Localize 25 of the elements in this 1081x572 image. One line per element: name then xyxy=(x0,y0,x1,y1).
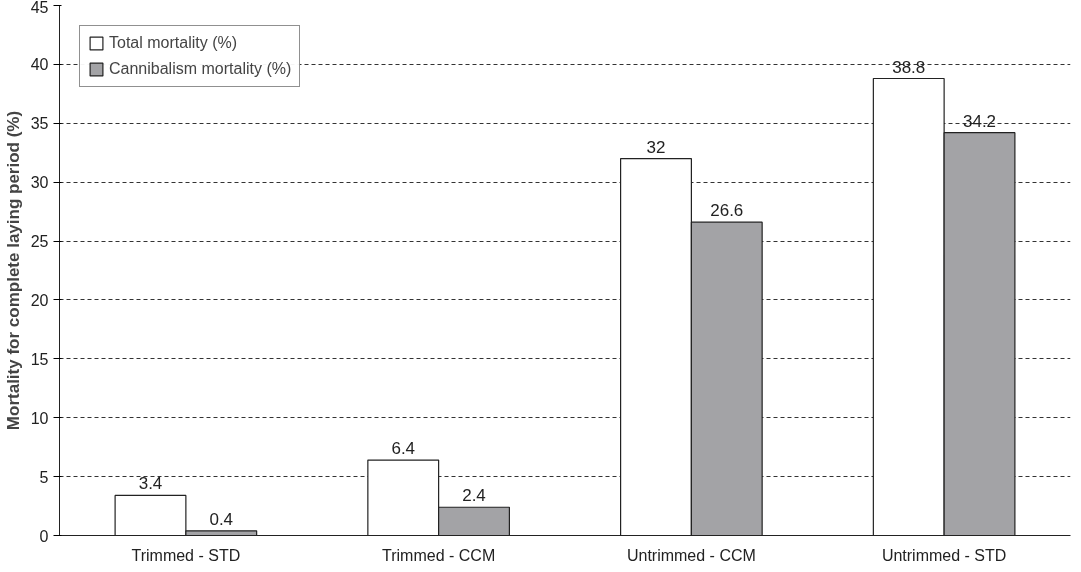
data-label: 32 xyxy=(646,137,666,157)
data-label: 0.4 xyxy=(209,509,234,529)
y-tick-label: 0 xyxy=(39,527,49,545)
y-tick-label: 20 xyxy=(30,291,49,309)
data-label: 3.4 xyxy=(138,474,163,494)
data-label: 26.6 xyxy=(710,201,744,221)
data-label: 6.4 xyxy=(391,439,416,459)
y-tick-label: 45 xyxy=(30,0,49,16)
y-tick-label: 5 xyxy=(39,468,49,486)
y-tick-label: 25 xyxy=(30,233,49,251)
legend-label: Total mortality (%) xyxy=(109,34,238,52)
x-tick-label: Untrimmed - STD xyxy=(881,546,1007,564)
y-tick-label: 15 xyxy=(30,350,49,368)
y-tick-label: 10 xyxy=(30,409,49,427)
y-axis-title: Mortality for complete laying period (%) xyxy=(3,110,23,431)
y-tick-label: 35 xyxy=(30,115,49,133)
y-tick-label: 40 xyxy=(30,56,49,74)
x-tick-label: Trimmed - STD xyxy=(131,546,241,564)
data-label: 34.2 xyxy=(962,111,997,131)
data-label: 2.4 xyxy=(462,486,486,506)
y-tick-label: 30 xyxy=(30,174,49,192)
x-tick-label: Trimmed - CCM xyxy=(382,546,496,564)
legend-label: Cannibalism mortality (%) xyxy=(109,60,292,78)
data-label: 38.8 xyxy=(892,57,926,77)
x-tick-label: Untrimmed - CCM xyxy=(626,546,756,564)
